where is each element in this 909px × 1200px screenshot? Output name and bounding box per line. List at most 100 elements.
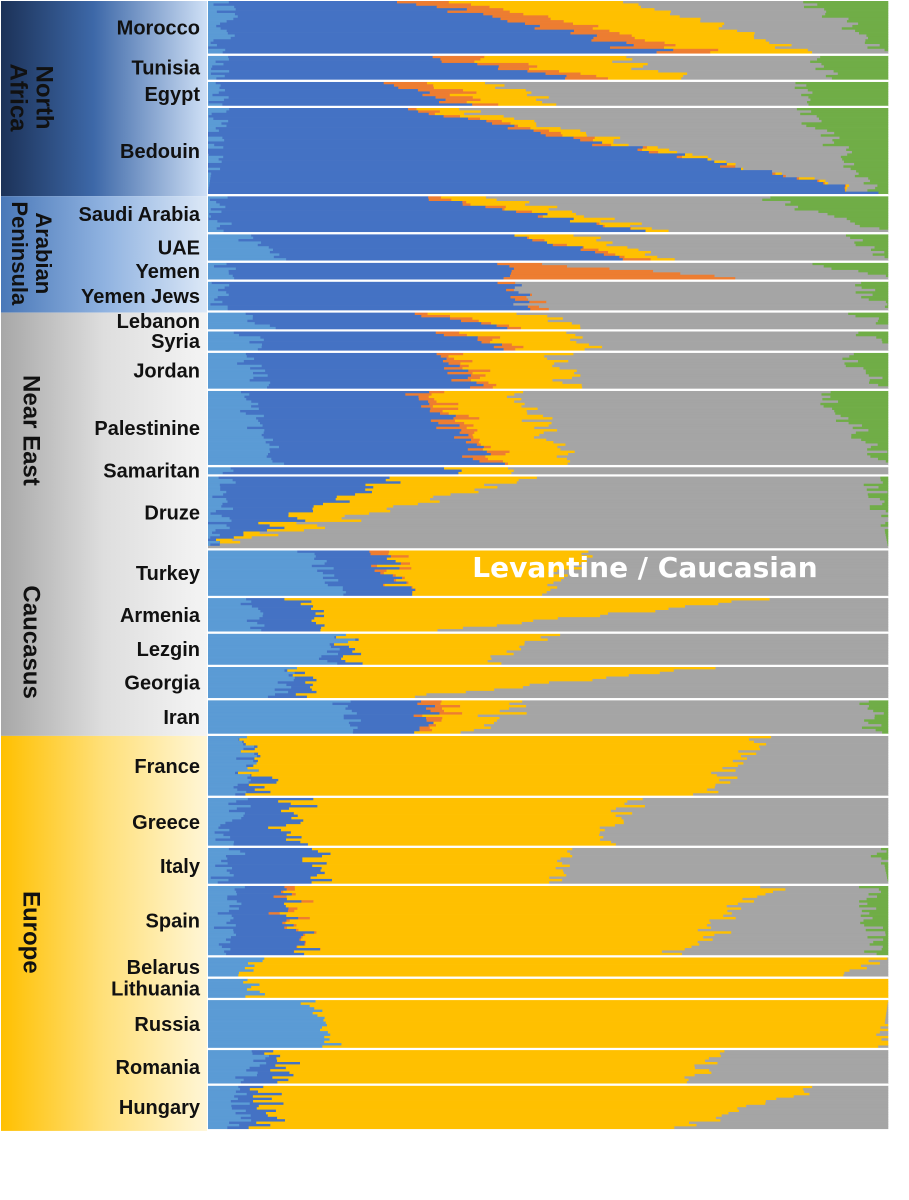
admixture-segment — [485, 205, 507, 209]
admixture-segment — [527, 305, 540, 309]
admixture-segment — [218, 826, 269, 830]
admixture-segment — [227, 500, 350, 504]
admixture-segment — [208, 478, 233, 482]
admixture-segment — [290, 802, 625, 806]
population-separator — [208, 474, 888, 477]
admixture-segment — [756, 752, 889, 756]
admixture-segment — [440, 355, 449, 358]
admixture-segment — [248, 781, 277, 785]
admixture-segment — [208, 598, 247, 601]
admixture-segment — [806, 101, 889, 104]
admixture-segment — [887, 303, 889, 306]
admixture-segment — [345, 633, 561, 637]
admixture-segment — [208, 812, 246, 815]
admixture-segment — [241, 390, 430, 394]
admixture-segment — [559, 70, 659, 73]
admixture-segment — [299, 938, 302, 942]
admixture-segment — [208, 158, 219, 161]
admixture-segment — [216, 44, 634, 47]
admixture-segment — [208, 833, 224, 837]
admixture-segment — [884, 255, 889, 259]
admixture-segment — [208, 236, 254, 240]
admixture-segment — [258, 407, 431, 411]
admixture-segment — [855, 431, 889, 435]
admixture-segment — [208, 1021, 327, 1025]
admixture-segment — [288, 512, 370, 516]
admixture-segment — [879, 498, 889, 501]
admixture-segment — [208, 564, 313, 568]
admixture-segment — [246, 1069, 271, 1072]
admixture-segment — [638, 3, 818, 7]
admixture-segment — [864, 924, 889, 927]
admixture-segment — [240, 750, 739, 753]
admixture-segment — [208, 714, 344, 718]
admixture-segment — [573, 217, 615, 221]
admixture-segment — [881, 857, 889, 861]
admixture-segment — [592, 678, 889, 682]
admixture-segment — [336, 636, 541, 639]
admixture-segment — [798, 205, 889, 209]
admixture-segment — [289, 1071, 712, 1075]
admixture-segment — [422, 714, 479, 718]
admixture-segment — [522, 686, 889, 689]
admixture-segment — [259, 617, 315, 620]
admixture-segment — [580, 248, 599, 252]
admixture-segment — [427, 312, 517, 316]
admixture-segment — [688, 1078, 889, 1082]
admixture-segment — [549, 881, 889, 885]
admixture-segment — [208, 336, 261, 340]
admixture-segment — [506, 288, 515, 292]
admixture-segment — [215, 81, 385, 85]
admixture-segment — [728, 1112, 889, 1115]
admixture-segment — [868, 721, 889, 725]
admixture-segment — [313, 605, 686, 608]
population-separator — [208, 350, 888, 353]
admixture-segment — [225, 855, 323, 858]
admixture-segment — [324, 614, 601, 618]
admixture-segment — [419, 728, 433, 732]
admixture-segment — [737, 1107, 889, 1110]
admixture-segment — [277, 1059, 706, 1063]
admixture-segment — [518, 478, 881, 482]
admixture-segment — [208, 579, 339, 582]
admixture-segment — [818, 117, 889, 121]
admixture-segment — [637, 148, 643, 152]
admixture-segment — [879, 227, 889, 231]
admixture-segment — [208, 424, 263, 428]
admixture-segment — [664, 41, 770, 45]
admixture-segment — [208, 448, 270, 451]
admixture-segment — [229, 1121, 257, 1125]
admixture-segment — [823, 65, 889, 69]
admixture-segment — [266, 455, 463, 459]
admixture-segment — [234, 277, 504, 280]
admixture-segment — [489, 5, 642, 9]
admixture-segment — [869, 943, 889, 946]
admixture-segment — [444, 709, 500, 713]
admixture-segment — [297, 550, 370, 554]
admixture-segment — [534, 436, 852, 440]
admixture-segment — [583, 557, 889, 561]
admixture-segment — [208, 498, 227, 501]
admixture-segment — [208, 900, 238, 903]
admixture-segment — [251, 536, 887, 540]
admixture-segment — [208, 1073, 258, 1077]
admixture-segment — [208, 364, 262, 368]
admixture-segment — [208, 974, 239, 977]
admixture-segment — [296, 945, 298, 949]
admixture-segment — [693, 793, 889, 796]
admixture-segment — [807, 89, 889, 92]
admixture-segment — [227, 857, 303, 861]
admixture-segment — [563, 576, 889, 580]
admixture-segment — [861, 296, 889, 299]
admixture-segment — [863, 919, 889, 923]
admixture-segment — [529, 201, 791, 204]
admixture-segment — [443, 333, 468, 337]
admixture-segment — [343, 655, 491, 658]
admixture-segment — [814, 177, 869, 181]
population-label: Bedouin — [120, 141, 200, 163]
admixture-segment — [208, 398, 247, 401]
admixture-segment — [208, 151, 650, 154]
admixture-segment — [311, 881, 550, 885]
admixture-segment — [775, 46, 868, 50]
